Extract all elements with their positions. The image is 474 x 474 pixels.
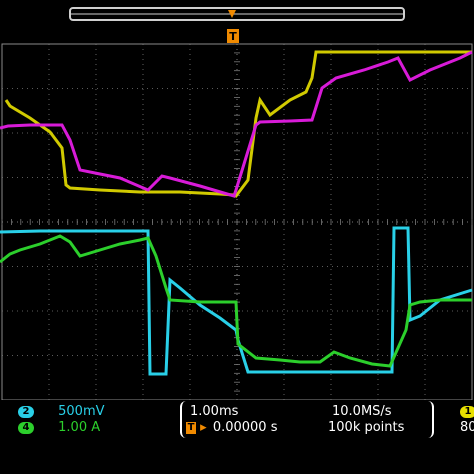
ch4-waveform — [0, 234, 472, 368]
trigger-position-icon: T — [186, 421, 196, 434]
sample-rate-row: 10.0MS/s — [332, 404, 392, 420]
ch1-badge: 1 — [460, 405, 474, 418]
trigger-position: 0.00000 s — [212, 420, 278, 435]
channel-readout-panel: 2 500mV 4 1.00 A — [0, 401, 170, 438]
record-length: 100k points — [328, 420, 405, 435]
ch2-scale: 500mV — [58, 404, 105, 419]
ch2-badge: 2 — [18, 405, 34, 418]
trigger-t-marker[interactable] — [227, 29, 239, 43]
ch4-scale-row[interactable]: 4 1.00 A — [18, 420, 100, 436]
time-per-div-row: 1.00ms — [190, 404, 238, 420]
top-bar — [0, 0, 474, 32]
ch4-badge: 4 — [18, 421, 34, 434]
sample-rate: 10.0MS/s — [332, 404, 392, 419]
trigger-marker-label: T — [229, 30, 237, 43]
trigger-position-marker[interactable]: T — [227, 10, 239, 43]
trigger-source-row: 1 — [460, 404, 474, 420]
graticule-grid — [1, 43, 473, 400]
trigger-position-row: T ▸ 0.00000 s — [186, 420, 277, 436]
ch2-scale-row[interactable]: 2 500mV — [18, 404, 105, 420]
ch3-waveform — [0, 50, 473, 198]
waveform-canvas: T — [0, 0, 474, 400]
trigger-readout-panel[interactable]: 1 80 — [434, 401, 474, 438]
record-length-row: 100k points — [328, 420, 404, 436]
trigger-level-row: 80 — [460, 420, 474, 436]
arrow-down-icon — [228, 10, 236, 18]
ch4-scale: 1.00 A — [58, 420, 101, 435]
timebase-readout-panel[interactable]: 1.00ms T ▸ 0.00000 s 10.0MS/s 100k point… — [180, 401, 434, 438]
ch1-waveform — [4, 50, 472, 198]
scope-display: T — [0, 0, 474, 400]
trigger-level: 80 — [460, 420, 474, 435]
time-per-div: 1.00ms — [190, 404, 239, 419]
arrow-right-icon: ▸ — [200, 420, 207, 435]
